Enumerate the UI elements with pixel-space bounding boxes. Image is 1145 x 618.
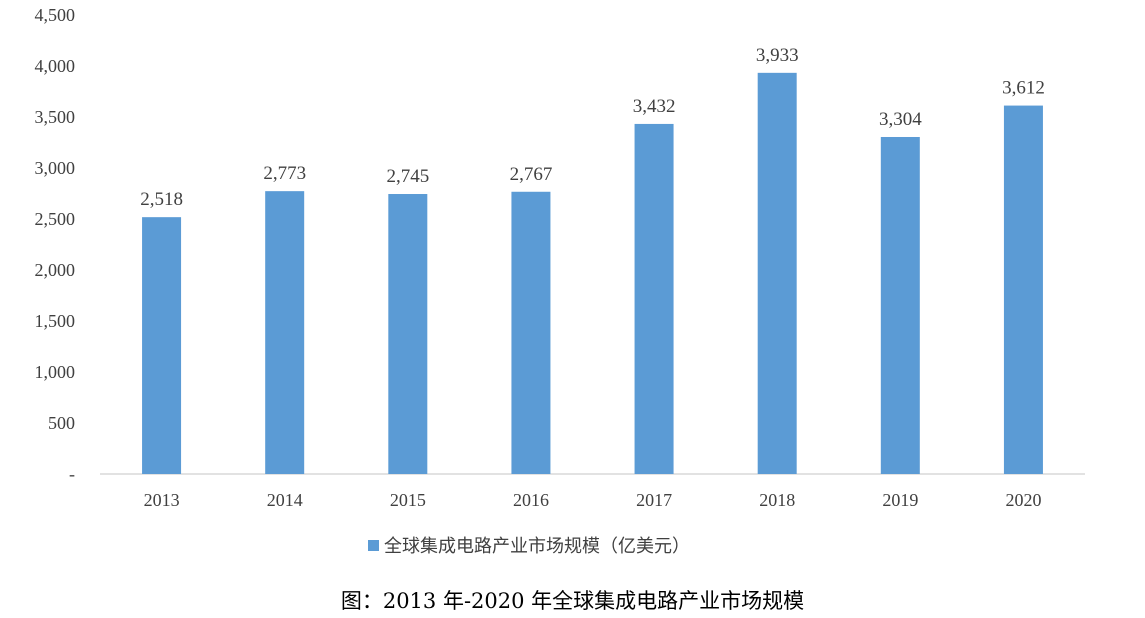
data-label-2016: 2,767 xyxy=(510,164,553,185)
data-label-2019: 3,304 xyxy=(879,109,922,130)
legend-label: 全球集成电路产业市场规模（亿美元） xyxy=(384,536,690,557)
y-tick-label: 2,000 xyxy=(35,260,76,280)
bar-2017 xyxy=(634,123,674,474)
bar-2020 xyxy=(1003,105,1043,475)
x-axis-ticks: 2013 2014 2015 2016 2017 2018 2019 2020 xyxy=(144,490,1042,510)
y-tick-label: 1,000 xyxy=(35,362,76,382)
data-label-2014: 2,773 xyxy=(263,163,306,184)
y-tick-label: 3,500 xyxy=(35,107,76,127)
x-tick-label-2016: 2016 xyxy=(513,490,549,510)
bar-2013 xyxy=(142,217,182,474)
legend: 全球集成电路产业市场规模（亿美元） xyxy=(368,536,690,557)
x-tick-label-2017: 2017 xyxy=(636,490,672,510)
y-tick-label: 3,000 xyxy=(35,158,76,178)
y-tick-label: 4,500 xyxy=(35,5,76,25)
data-label-2017: 3,432 xyxy=(633,96,676,117)
bar-2019 xyxy=(880,136,920,474)
y-tick-label: 4,000 xyxy=(35,56,76,76)
bar-2016 xyxy=(511,191,551,475)
y-tick-label: - xyxy=(69,464,75,484)
bar-chart: - 500 1,000 1,500 2,000 2,500 3,000 3,500 4,000 4… xyxy=(35,5,1085,557)
x-tick-label-2019: 2019 xyxy=(882,490,918,510)
data-label-2020: 3,612 xyxy=(1002,78,1045,99)
x-tick-label-2015: 2015 xyxy=(390,490,426,510)
bar-2018 xyxy=(757,72,797,475)
data-label-2015: 2,745 xyxy=(386,166,429,187)
figure-caption: 图：2013 年-2020 年全球集成电路产业市场规模 xyxy=(340,589,805,613)
y-tick-label: 2,500 xyxy=(35,209,76,229)
y-tick-label: 1,500 xyxy=(35,311,76,331)
data-label-2013: 2,518 xyxy=(140,189,183,210)
bar-2015 xyxy=(388,194,428,474)
data-labels: 2,518 2,773 2,745 2,767 3,432 3,933 3,304 3,612 xyxy=(140,45,1045,210)
x-tick-label-2014: 2014 xyxy=(267,490,303,510)
data-label-2018: 3,933 xyxy=(756,45,799,66)
y-axis-ticks: - 500 1,000 1,500 2,000 2,500 3,000 3,500 4,000 4… xyxy=(35,5,76,484)
legend-swatch xyxy=(368,540,379,551)
bars xyxy=(142,72,1043,475)
x-tick-label-2020: 2020 xyxy=(1005,490,1041,510)
x-tick-label-2018: 2018 xyxy=(759,490,795,510)
bar-2014 xyxy=(265,191,305,475)
y-tick-label: 500 xyxy=(48,413,75,433)
x-tick-label-2013: 2013 xyxy=(144,490,180,510)
